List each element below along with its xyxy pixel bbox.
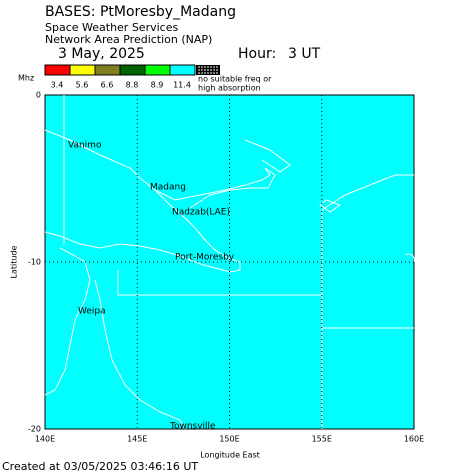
legend-unit: Mhz <box>18 74 34 83</box>
legend-swatch <box>119 64 146 76</box>
subtitle: Network Area Prediction (NAP) <box>45 33 212 46</box>
legend-value: 8.8 <box>126 81 139 90</box>
place-label: Vanimo <box>68 141 102 151</box>
subtitle: Space Weather Services <box>45 21 178 34</box>
x-tick-label: 155E <box>312 435 332 444</box>
y-tick-label: -20 <box>28 425 41 434</box>
place-label: Port-Moresby <box>175 253 235 263</box>
y-axis-label: Latitude <box>10 245 19 278</box>
legend-value: 6.6 <box>101 81 114 90</box>
legend-swatch <box>69 64 96 76</box>
date: 3 May, 2025 <box>58 46 145 62</box>
no-freq-label: high absorption <box>198 84 261 93</box>
places: Vanimo Madang Nadzab(LAE) Port-Moresby Weipa… <box>68 141 235 432</box>
x-tick-label: 160E <box>404 435 424 444</box>
legend-value: 11.4 <box>173 81 191 90</box>
legend-value: 3.4 <box>51 81 64 90</box>
legend-value: 8.9 <box>151 81 164 90</box>
legend-swatch <box>44 64 71 76</box>
hour: 3 UT <box>288 46 321 62</box>
hour-label: Hour: <box>238 46 276 62</box>
no-freq-label: no suitable freq or <box>198 75 272 84</box>
y-tick-label: -10 <box>28 258 41 267</box>
no-freq-pattern <box>198 66 218 74</box>
x-tick-label: 145E <box>127 435 147 444</box>
coastlines <box>44 95 415 430</box>
legend-swatch <box>169 64 196 76</box>
y-tick-label: 0 <box>36 91 41 100</box>
title: BASES: PtMoresby_Madang <box>45 4 236 20</box>
place-label: Nadzab(LAE) <box>172 208 230 218</box>
legend: 3.4 5.6 6.6 8.8 8.9 11.4 <box>44 64 196 90</box>
place-label: Madang <box>150 183 186 193</box>
x-tick-label: 140E <box>35 435 55 444</box>
place-label: Weipa <box>78 307 106 317</box>
legend-swatch <box>94 64 121 76</box>
legend-value: 5.6 <box>76 81 89 90</box>
footer: Created at 03/05/2025 03:46:16 UT <box>2 460 198 473</box>
grid: 140E 145E 150E 155E 160E 0 -10 -20 <box>28 91 424 444</box>
legend-swatch <box>144 64 171 76</box>
place-label: Townsville <box>169 422 216 432</box>
x-axis-label: Longitude East <box>200 451 260 460</box>
x-tick-label: 150E <box>219 435 239 444</box>
